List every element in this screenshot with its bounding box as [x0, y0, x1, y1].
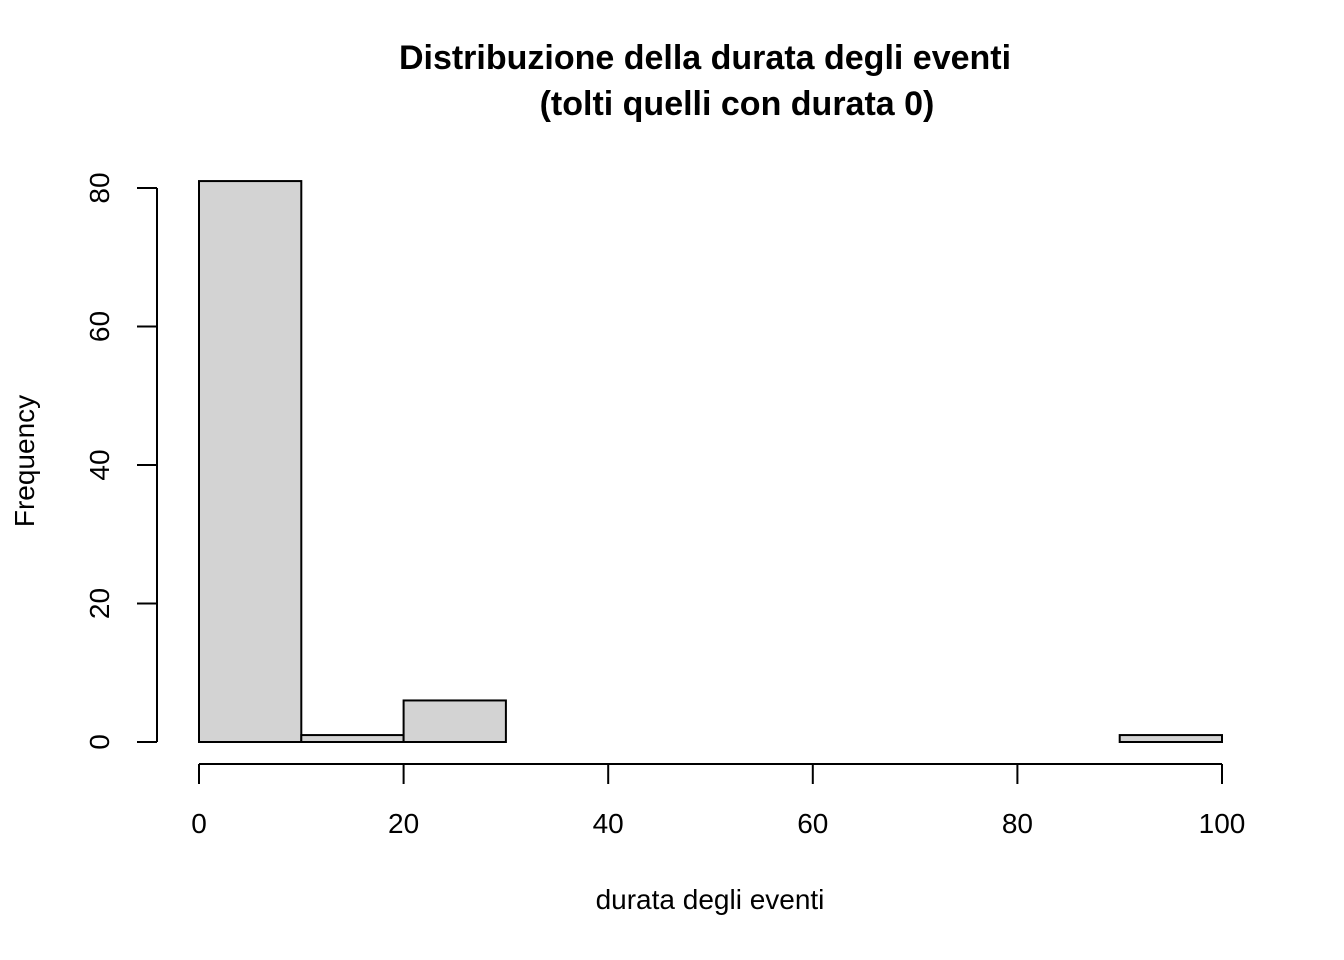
- y-axis: 0 20 40 60 80: [84, 172, 158, 750]
- y-tick-label-40: 40: [84, 449, 115, 480]
- x-tick-label-40: 40: [593, 808, 624, 839]
- histogram-bar-10-20: [300, 734, 405, 744]
- x-tick-label-0: 0: [191, 808, 207, 839]
- y-tick-label-0: 0: [84, 734, 115, 750]
- x-tick-label-100: 100: [1199, 808, 1246, 839]
- chart-title: Distribuzione della durata degli eventi: [399, 39, 1011, 77]
- y-tick-label-20: 20: [84, 588, 115, 619]
- x-tick-label-60: 60: [797, 808, 828, 839]
- y-tick-label-60: 60: [84, 311, 115, 342]
- histogram-bar-90-100: [1118, 734, 1223, 744]
- y-axis-label: Frequency: [9, 395, 40, 527]
- histogram-bar-0-10: [198, 180, 303, 743]
- y-tick-label-80: 80: [84, 172, 115, 203]
- x-axis: 0 20 40 60 80 100: [191, 763, 1246, 839]
- x-axis-label: durata degli eventi: [596, 884, 825, 915]
- chart-subtitle: (tolti quelli con durata 0): [540, 85, 935, 123]
- bars-group: [198, 180, 1223, 744]
- x-tick-label-80: 80: [1002, 808, 1033, 839]
- histogram-bar-20-30: [402, 699, 507, 744]
- x-tick-label-20: 20: [388, 808, 419, 839]
